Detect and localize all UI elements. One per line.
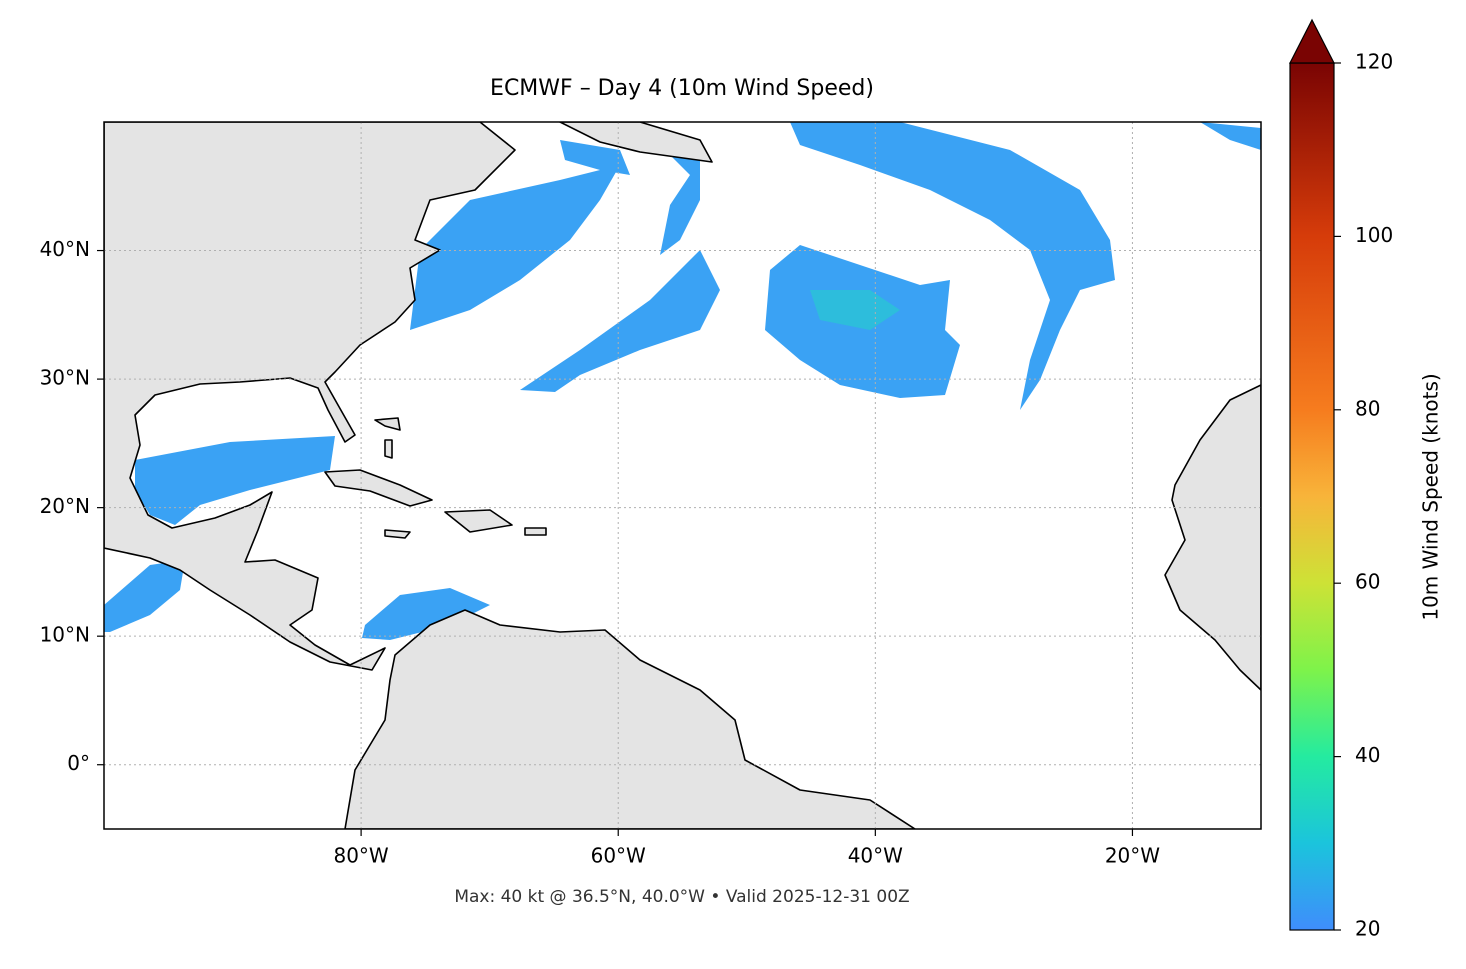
colorbar-tick-label: 60: [1355, 570, 1380, 594]
x-tick-label: 40°W: [848, 844, 903, 868]
map-title: ECMWF – Day 4 (10m Wind Speed): [490, 76, 874, 101]
wind-area: [410, 165, 620, 330]
y-tick-label: 30°N: [40, 366, 90, 390]
land: [104, 122, 1261, 829]
y-tick-label: 20°N: [40, 494, 90, 518]
wind-area: [135, 436, 335, 525]
y-tick-label: 10°N: [40, 623, 90, 647]
map-frame: [103, 121, 1262, 830]
colorbar: 10m Wind Speed (knots): [1289, 18, 1443, 931]
wind-area: [560, 140, 630, 175]
cuba: [324, 469, 433, 507]
south-america: [344, 609, 916, 829]
colorbar-tick-label: 100: [1355, 223, 1393, 247]
x-tick-label: 80°W: [333, 844, 388, 868]
map-area: [104, 122, 1261, 829]
colorbar-tick-label: 120: [1355, 50, 1393, 74]
wind-area: [362, 588, 490, 640]
wind-area: [810, 290, 900, 330]
colorbar-tick-label: 20: [1355, 917, 1380, 941]
wind-field: [104, 122, 1261, 640]
footer-note: Max: 40 kt @ 36.5°N, 40.0°W • Valid 2025…: [454, 887, 909, 907]
puerto-rico: [524, 527, 547, 536]
y-tick-label: 40°N: [40, 237, 90, 261]
colorbar-tick-label: 80: [1355, 396, 1380, 420]
colorbar-tick-label: 40: [1355, 743, 1380, 767]
maritimes: [559, 122, 713, 163]
hispaniola: [444, 509, 513, 533]
north-america: [104, 122, 516, 671]
colorbar-extend: [1289, 18, 1335, 64]
wind-area: [104, 560, 185, 632]
wind-area: [520, 250, 720, 392]
wind-area: [790, 122, 1115, 410]
colorbar-bar: [1289, 62, 1335, 931]
africa: [1164, 384, 1261, 691]
jamaica: [384, 529, 411, 539]
colorbar-label: 10m Wind Speed (knots): [1419, 373, 1443, 620]
y-tick-label: 0°: [67, 751, 90, 775]
bahamas: [374, 417, 401, 459]
wind-area: [1200, 122, 1261, 150]
wind-area: [650, 135, 700, 255]
x-tick-label: 20°W: [1105, 844, 1160, 868]
x-tick-label: 60°W: [591, 844, 646, 868]
